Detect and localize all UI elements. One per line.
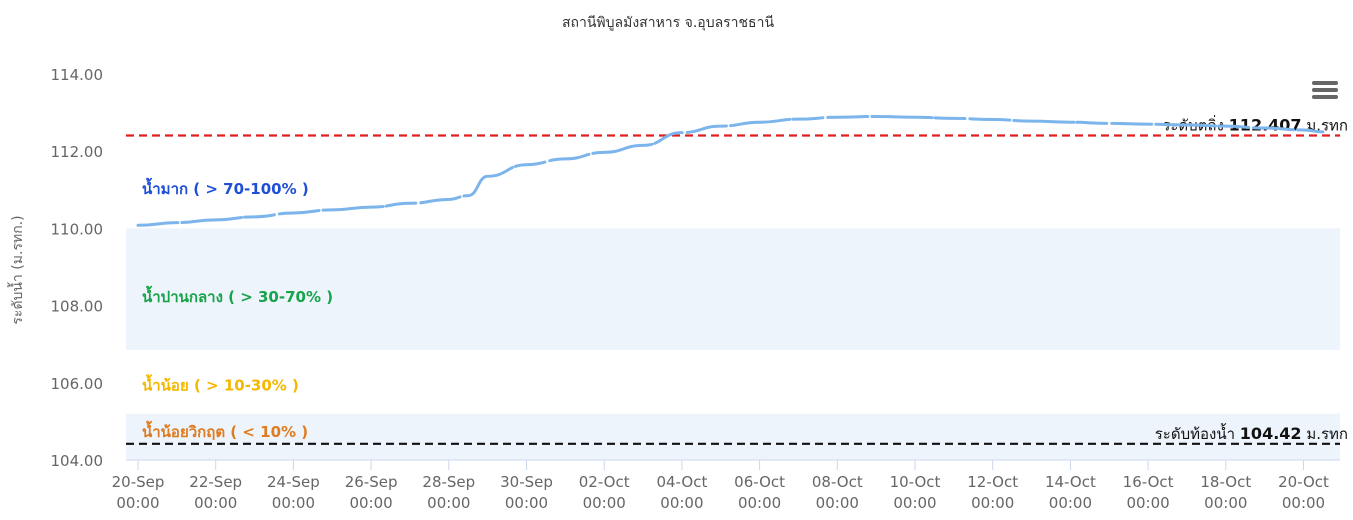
x-tick-time: 00:00 [738, 494, 781, 512]
x-tick-time: 00:00 [1126, 494, 1169, 512]
x-tick-time: 00:00 [816, 494, 859, 512]
x-tick-label: 02-Oct [579, 473, 630, 491]
x-tick-time: 00:00 [349, 494, 392, 512]
band-label-1: น้ำปานกลาง ( > 30-70% ) [142, 285, 333, 306]
band-label-0: น้ำมาก ( > 70-100% ) [142, 177, 309, 198]
x-tick-label: 22-Sep [189, 473, 242, 491]
band-2 [126, 349, 1340, 414]
x-tick-label: 08-Oct [812, 473, 863, 491]
zone-bands: น้ำมาก ( > 70-100% ) น้ำปานกลาง ( > 30-70… [126, 74, 1340, 460]
x-tick-label: 24-Sep [267, 473, 320, 491]
x-tick-label: 14-Oct [1045, 473, 1096, 491]
x-tick-time: 00:00 [660, 494, 703, 512]
x-tick-label: 16-Oct [1123, 473, 1174, 491]
y-tick-label: 112.00 [51, 143, 104, 161]
series-line-0 [136, 114, 1325, 227]
x-tick-time: 00:00 [893, 494, 936, 512]
y-axis-title: ระดับน้ำ (ม.รทก.) [7, 215, 26, 324]
y-tick-label: 104.00 [51, 452, 104, 470]
x-tick-label: 30-Sep [500, 473, 553, 491]
band-3 [126, 413, 1340, 460]
x-tick-label: 28-Sep [422, 473, 475, 491]
band-label-3: น้ำน้อยวิกฤต ( < 10% ) [142, 420, 308, 441]
x-tick-time: 00:00 [971, 494, 1014, 512]
y-tick-label: 114.00 [51, 66, 104, 84]
x-tick-label: 06-Oct [734, 473, 785, 491]
x-tick-time: 00:00 [583, 494, 626, 512]
x-tick-label: 20-Oct [1278, 473, 1329, 491]
axes: 104.00 106.00 108.00 110.00 112.00 114.00 20-S… [51, 66, 1340, 512]
x-tick-label: 20-Sep [112, 473, 165, 491]
x-tick-label: 04-Oct [656, 473, 707, 491]
band-0 [126, 74, 1340, 229]
reference-label-1: ระดับท้องน้ำ 104.42 ม.รทก [1155, 423, 1348, 443]
x-tick-time: 00:00 [272, 494, 315, 512]
x-tick-label: 18-Oct [1200, 473, 1251, 491]
x-tick-label: 26-Sep [345, 473, 398, 491]
x-tick-time: 00:00 [1282, 494, 1325, 512]
x-tick-label: 12-Oct [967, 473, 1018, 491]
series-layer [136, 114, 1325, 227]
band-label-2: น้ำน้อย ( > 10-30% ) [142, 374, 299, 395]
band-1 [126, 228, 1340, 350]
x-tick-time: 00:00 [194, 494, 237, 512]
y-tick-label: 110.00 [51, 220, 104, 238]
chart-title: สถานีพิบูลมังสาหาร จ.อุบลราชธานี [562, 15, 774, 31]
x-tick-time: 00:00 [1204, 494, 1247, 512]
x-tick-time: 00:00 [116, 494, 159, 512]
hamburger-menu-icon[interactable] [1308, 78, 1342, 106]
x-tick-time: 00:00 [505, 494, 548, 512]
x-tick-label: 10-Oct [890, 473, 941, 491]
x-tick-time: 00:00 [427, 494, 470, 512]
y-tick-label: 106.00 [51, 375, 104, 393]
y-tick-label: 108.00 [51, 298, 104, 316]
x-tick-time: 00:00 [1049, 494, 1092, 512]
